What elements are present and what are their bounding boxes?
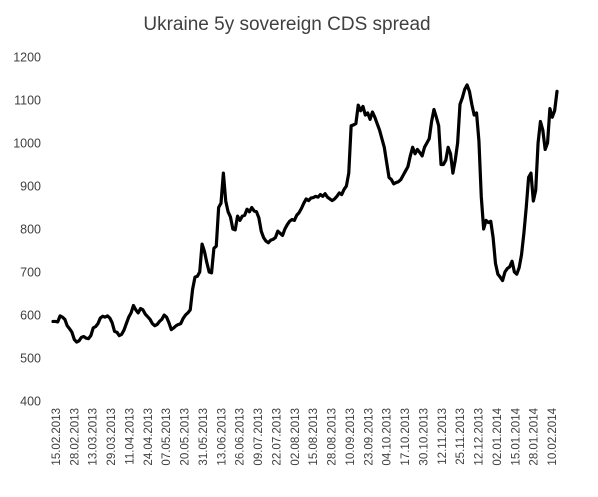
y-tick-label: 1000 xyxy=(13,137,41,151)
x-tick-label: 28.02.2013 xyxy=(69,408,81,466)
y-tick-label: 700 xyxy=(20,266,41,280)
cds-spread-line xyxy=(51,83,559,344)
x-tick-label: 11.04.2013 xyxy=(124,408,136,465)
x-tick-label: 12.11.2013 xyxy=(437,408,449,465)
x-tick-label: 20.05.2013 xyxy=(180,408,192,466)
y-tick-label: 900 xyxy=(20,180,41,194)
x-tick-label: 29.03.2013 xyxy=(106,408,118,466)
x-tick-label: 09.07.2013 xyxy=(253,408,265,466)
x-tick-label: 30.10.2013 xyxy=(418,408,430,466)
x-tick-label: 23.09.2013 xyxy=(363,408,375,466)
y-tick-label: 1100 xyxy=(14,94,41,108)
y-tick-label: 1200 xyxy=(13,51,41,65)
x-tick-label: 24.04.2013 xyxy=(143,408,155,466)
x-tick-label: 02.01.2014 xyxy=(492,407,504,465)
x-tick-label: 13.06.2013 xyxy=(216,408,228,466)
x-tick-label: 02.08.2013 xyxy=(290,408,302,466)
y-tick-label: 400 xyxy=(20,395,41,409)
x-axis-ticks: 15.02.2013 28.02.2013 13.03.2013 29.03.2013… xyxy=(51,407,559,465)
y-axis-ticks: 400 500 600 700 800 900 1000 1100 1200 xyxy=(13,51,41,409)
x-tick-label: 26.06.2013 xyxy=(235,408,247,466)
x-tick-label: 31.05.2013 xyxy=(198,408,210,466)
chart-title: Ukraine 5y sovereign CDS spread xyxy=(143,14,430,35)
x-tick-label: 22.07.2013 xyxy=(271,408,283,466)
x-tick-label: 15.01.2014 xyxy=(510,407,522,465)
x-tick-label: 25.11.2013 xyxy=(455,408,467,465)
x-tick-label: 15.02.2013 xyxy=(51,408,63,466)
x-tick-label: 10.09.2013 xyxy=(345,408,357,466)
x-tick-label: 17.10.2013 xyxy=(400,408,412,466)
x-tick-label: 15.08.2013 xyxy=(308,408,320,466)
x-tick-label: 10.02.2014 xyxy=(547,407,559,465)
x-tick-label: 28.01.2014 xyxy=(529,407,541,465)
y-tick-label: 500 xyxy=(20,352,41,366)
x-tick-label: 13.03.2013 xyxy=(88,408,100,466)
x-tick-label: 04.10.2013 xyxy=(382,408,394,466)
x-tick-label: 07.05.2013 xyxy=(161,408,173,466)
x-tick-label: 28.08.2013 xyxy=(327,408,339,466)
x-tick-label: 12.12.2013 xyxy=(474,408,486,466)
series-layer xyxy=(51,83,559,344)
y-tick-label: 800 xyxy=(20,223,41,237)
y-tick-label: 600 xyxy=(20,309,41,323)
